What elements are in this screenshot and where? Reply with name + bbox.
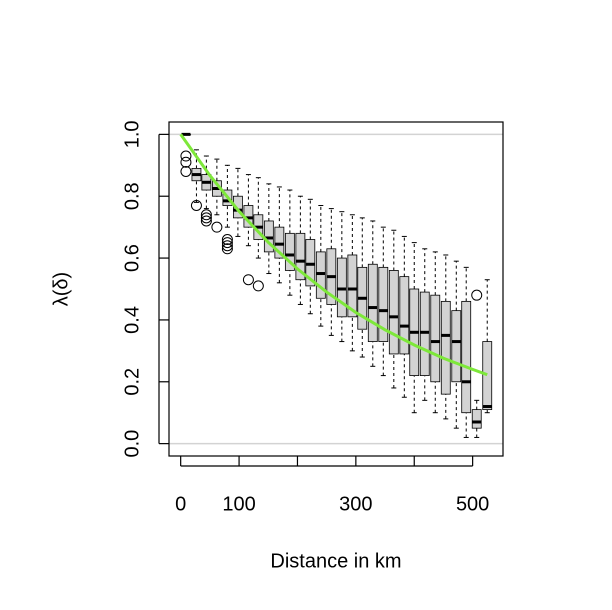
box [305,239,316,287]
box [315,251,326,299]
y-tick-label: 0.6 [121,244,143,272]
x-tick-label: 500 [456,493,489,515]
fitted-curve [179,133,488,377]
box [367,263,378,342]
box [347,254,358,318]
outlier [252,280,264,292]
box [399,276,410,355]
x-tick-label: 300 [339,493,372,515]
outlier [200,209,212,221]
box [430,294,441,383]
box [482,341,493,411]
outlier [221,240,233,252]
outlier [190,200,202,211]
box [419,291,430,376]
outlier [211,221,223,233]
x-tick-label: 100 [222,493,255,515]
box [233,195,243,219]
box [295,232,306,281]
box [274,226,285,259]
box [336,257,347,318]
y-tick-label: 0.8 [121,182,143,210]
outlier [180,150,192,162]
y-tick-label: 0.0 [121,430,143,458]
outlier [180,165,192,177]
box [471,409,482,429]
y-tick-label: 0.2 [121,368,143,396]
outlier [221,237,233,249]
x-tick-label: 0 [175,493,186,515]
outlier [221,243,233,255]
x-axis-label: Distance in km [270,550,401,572]
y-tick-label: 1.0 [121,120,143,148]
plot-frame [168,121,504,457]
box [388,270,399,355]
outlier [221,234,233,246]
outlier [200,215,212,227]
outlier [471,289,483,301]
box [284,232,295,271]
outlier [180,156,192,168]
y-axis-label: λ(δ) [50,272,72,306]
box [378,266,389,342]
outlier [200,212,212,224]
y-tick-label: 0.4 [121,306,143,334]
outlier [242,274,254,286]
box [461,300,472,414]
box [451,310,462,383]
box [440,300,451,395]
